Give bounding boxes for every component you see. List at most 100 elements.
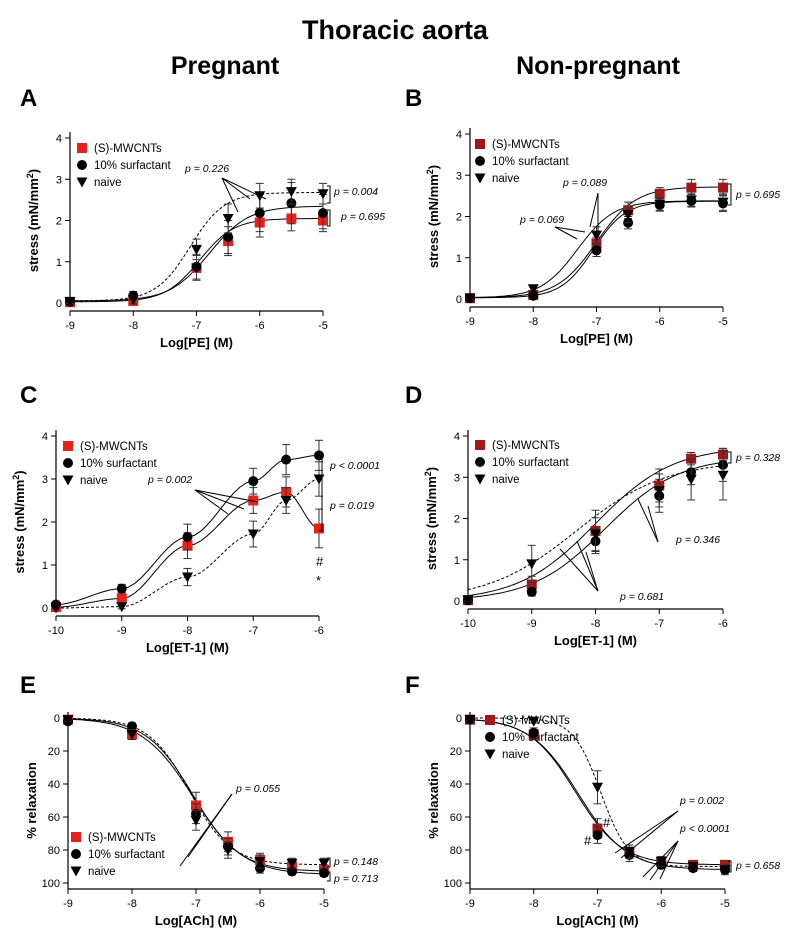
data-point: [64, 296, 76, 307]
y-tick-label: 2: [454, 514, 460, 526]
y-tick-label: 40: [450, 779, 462, 791]
p-value-annotation: p = 0.055: [235, 783, 280, 795]
data-point: [719, 865, 731, 876]
panel-E: E 0 20 40 60 80 100-9 -8 -7 -6 -5 Log[ACh] (M) % rel…: [20, 672, 378, 928]
data-point: [190, 815, 202, 826]
data-point: [313, 474, 325, 485]
comparison-bracket: [327, 871, 331, 882]
data-point: [317, 189, 329, 200]
x-tick-label: -9: [465, 898, 475, 910]
annotation-pointer: [576, 540, 599, 592]
data-point: [591, 245, 602, 256]
data-point: [590, 529, 601, 540]
legend-swatch: [70, 866, 82, 877]
y-tick-label: 60: [48, 812, 60, 824]
data-point: [717, 470, 729, 481]
x-tick-label: -10: [460, 618, 476, 630]
p-value-annotation: p = 0.004: [333, 186, 378, 198]
legend-swatch: [71, 832, 81, 842]
p-value-annotation: p = 0.681: [619, 591, 664, 603]
panel-A: A 0 1 2 3 4 -9 -8 -7 -6 -5 Log[PE] (M) stress (mN/mm…: [20, 85, 385, 350]
data-point: [127, 721, 137, 732]
legend-label: (S)-MWCNTs: [94, 143, 162, 155]
panel-label: A: [20, 85, 37, 112]
data-point: [191, 244, 202, 255]
comparison-bracket: [728, 451, 732, 464]
x-tick-label: -5: [318, 320, 328, 332]
y-tick-label: 1: [456, 253, 462, 265]
fit-curve: [55, 491, 320, 608]
data-point: [222, 213, 234, 224]
x-tick-label: -6: [718, 618, 728, 630]
x-tick-label: -5: [720, 898, 730, 910]
p-value-annotation: p = 0.226: [184, 163, 229, 175]
annotation-pointer: [620, 810, 679, 859]
comparison-bracket: [728, 860, 732, 873]
data-point: [248, 495, 259, 506]
annotation-pointer: [179, 793, 233, 867]
annotation-pointer: [642, 840, 679, 878]
y-tick-label: 1: [454, 555, 460, 567]
legend-swatch: [475, 440, 485, 450]
data-point: [247, 529, 259, 540]
p-value-annotation: p < 0.0001: [679, 823, 730, 835]
x-tick-label: -7: [191, 898, 201, 910]
x-tick-label: -8: [128, 320, 138, 332]
legend-label: naive: [502, 749, 530, 761]
legend-label: (S)-MWCNTs: [80, 441, 148, 453]
legend-label: 10% surfactant: [94, 160, 172, 172]
legend-swatch: [484, 749, 496, 760]
legend-label: 10% surfactant: [492, 156, 570, 168]
x-axis-label: Log[ET-1] (M): [146, 640, 229, 655]
legend-swatch: [474, 474, 486, 485]
legend-swatch: [474, 173, 486, 184]
legend-label: naive: [88, 866, 116, 878]
y-axis-label: stress (mN/mm2): [423, 467, 439, 570]
data-point: [718, 182, 728, 193]
data-point: [462, 595, 474, 606]
annotation-pointer: [194, 489, 229, 515]
y-tick-label: 4: [456, 129, 462, 141]
y-tick-label: 0: [54, 713, 60, 725]
legend-swatch: [485, 715, 495, 725]
panel-label: E: [20, 672, 36, 699]
data-point: [127, 295, 139, 306]
comparison-bracket: [319, 456, 323, 532]
y-tick-label: 60: [450, 812, 462, 824]
data-point: [654, 199, 666, 210]
x-tick-label: -9: [63, 898, 73, 910]
x-tick-label: -6: [314, 625, 324, 637]
p-value-annotation: p = 0.069: [519, 214, 564, 226]
data-point: [528, 290, 539, 301]
annotation-pointer: [585, 551, 599, 592]
data-point: [182, 572, 193, 583]
data-point: [116, 583, 127, 594]
annotation-pointer: [194, 489, 245, 510]
p-value-annotation: p = 0.658: [735, 860, 780, 872]
legend-label: 10% surfactant: [502, 732, 580, 744]
x-tick-label: -9: [465, 316, 475, 328]
y-tick-label: 0: [454, 596, 460, 608]
column-title-non-pregnant: Non-pregnant: [516, 52, 681, 80]
y-tick-label: 20: [48, 746, 60, 758]
y-tick-label: 3: [56, 174, 62, 186]
data-point: [685, 474, 697, 485]
x-tick-label: -7: [248, 625, 258, 637]
p-value-annotation: p = 0.695: [735, 189, 780, 201]
legend-swatch: [77, 143, 87, 153]
significance-mark: #: [584, 833, 592, 848]
data-point: [191, 261, 202, 272]
fit-curve: [55, 454, 320, 606]
y-tick-label: 2: [56, 216, 62, 228]
legend-label: (S)-MWCNTs: [492, 139, 560, 151]
annotation-pointer: [194, 489, 259, 503]
data-point: [314, 523, 324, 534]
p-value-annotation: p = 0.328: [735, 452, 780, 464]
data-point: [62, 715, 74, 726]
x-tick-label: -8: [528, 316, 538, 328]
annotation-pointer: [554, 226, 586, 233]
y-tick-label: 1: [56, 257, 62, 269]
x-tick-label: -7: [592, 316, 602, 328]
x-tick-label: -8: [529, 898, 539, 910]
data-point: [319, 868, 329, 879]
